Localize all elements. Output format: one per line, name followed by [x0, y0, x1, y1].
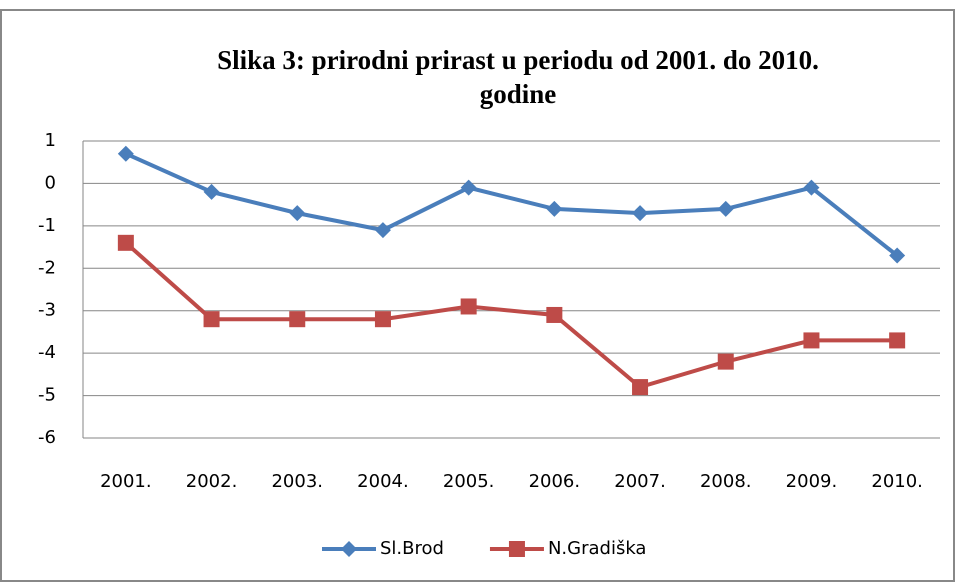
marker [289, 311, 306, 328]
marker [374, 222, 391, 239]
y-tick-label: -2 [38, 257, 56, 278]
series-line [124, 241, 898, 390]
x-tick-label: 2007. [614, 471, 666, 492]
marker [203, 183, 220, 200]
marker [460, 179, 477, 196]
marker [117, 145, 134, 162]
x-tick-label: 2005. [443, 471, 495, 492]
y-tick-label: -1 [38, 215, 56, 236]
marker [717, 353, 734, 370]
marker [203, 311, 220, 328]
marker [803, 332, 820, 349]
chart-title: Slika 3: prirodni prirast u periodu od 2… [217, 45, 819, 75]
marker [289, 205, 306, 222]
series-line [125, 151, 899, 258]
marker [632, 379, 649, 396]
marker [889, 247, 906, 264]
marker [508, 541, 525, 557]
x-tick-label: 2009. [786, 471, 838, 492]
x-tick-label: 2008. [700, 471, 752, 492]
x-tick-label: 2004. [357, 471, 409, 492]
y-tick-label: -6 [38, 427, 56, 448]
y-tick-label: -3 [38, 300, 56, 321]
marker [717, 200, 734, 217]
x-tick-label: 2001. [100, 471, 152, 492]
x-tick-label: 2003. [271, 471, 323, 492]
legend-label: Sl.Brod [380, 538, 444, 559]
marker [460, 298, 477, 315]
marker [546, 200, 563, 217]
marker [341, 541, 357, 557]
legend-label: N.Gradiška [548, 538, 647, 559]
marker [546, 306, 563, 323]
y-tick-label: 1 [45, 130, 56, 151]
marker [889, 332, 906, 349]
y-tick-label: -5 [38, 385, 56, 406]
x-tick-label: 2006. [529, 471, 581, 492]
marker [803, 179, 820, 196]
y-tick-label: -4 [38, 342, 56, 363]
marker [117, 234, 134, 251]
y-tick-label: 0 [45, 172, 56, 193]
x-tick-label: 2010. [871, 471, 923, 492]
chart-title: godine [480, 79, 557, 109]
marker [632, 205, 649, 222]
x-tick-label: 2002. [186, 471, 238, 492]
marker [374, 311, 391, 328]
chart-border [0, 9, 955, 582]
